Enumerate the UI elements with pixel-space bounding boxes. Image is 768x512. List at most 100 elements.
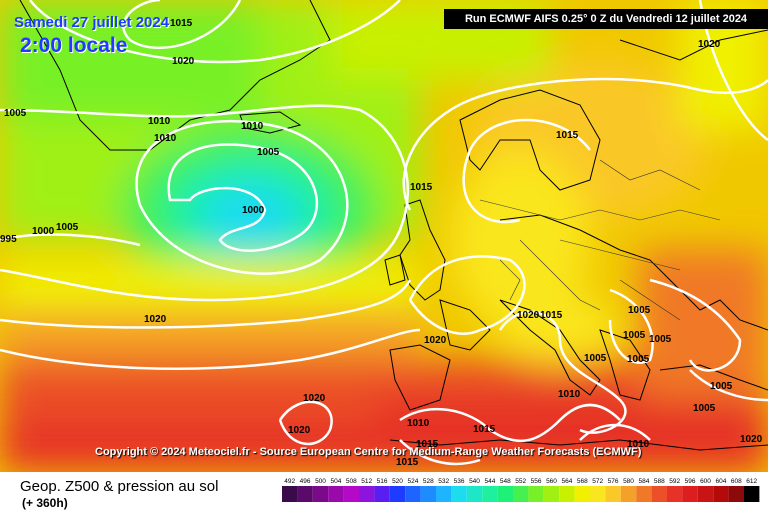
isobar-label: 1015	[170, 18, 193, 29]
legend-tick-label: 588	[654, 478, 665, 485]
legend-swatch	[482, 486, 498, 502]
legend-swatch	[728, 486, 744, 502]
isobar-label: 1020	[698, 39, 721, 50]
isobar-label: 1005	[56, 222, 79, 233]
legend-swatch	[651, 486, 667, 502]
legend-tick-label: 596	[685, 478, 696, 485]
legend-tick-label: 560	[546, 478, 557, 485]
legend-tick-label: 592	[669, 478, 680, 485]
forecast-range: (+ 360h)	[22, 496, 68, 510]
isobar-label: 1015	[416, 439, 439, 450]
isobar-label: 1010	[558, 389, 581, 400]
legend-swatch	[667, 486, 683, 502]
isobar-label: 1010	[154, 133, 177, 144]
run-info: Run ECMWF AIFS 0.25° 0 Z du Vendredi 12 …	[444, 9, 768, 29]
isobar-label: 1000	[32, 226, 55, 237]
legend-swatch	[528, 486, 544, 502]
legend-tick-label: 520	[392, 478, 403, 485]
isobar-label: 1005	[584, 353, 607, 364]
legend-tick-label: 540	[469, 478, 480, 485]
legend-swatch	[636, 486, 652, 502]
legend-tick-label: 612	[746, 478, 757, 485]
legend-tick-label: 600	[700, 478, 711, 485]
isobar-label: 1000	[242, 205, 265, 216]
isobar-label: 1020	[144, 314, 167, 325]
isobar-label: 1010	[241, 121, 264, 132]
isobar-label: 1010	[627, 439, 650, 450]
local-time: 2:00 locale	[20, 34, 128, 57]
isobar-label: 1015	[540, 310, 563, 321]
legend-tick-label: 580	[623, 478, 634, 485]
legend-tick-label: 552	[515, 478, 526, 485]
isobar-label: 1005	[623, 330, 646, 341]
legend-tick-label: 516	[377, 478, 388, 485]
isobar-label: 1020	[303, 393, 326, 404]
color-scale-legend: 492 496 500 504 508 512 516 520 524 528 532 536 540 5…	[282, 478, 760, 502]
map-title: Geop. Z500 & pression au sol	[20, 478, 219, 495]
legend-swatch	[282, 486, 298, 502]
isobar-label: 1005	[257, 147, 280, 158]
legend-tick-label: 496	[300, 478, 311, 485]
forecast-date: Samedi 27 juillet 2024	[14, 14, 170, 31]
isobar-labels: 1015 1020 1005 1010 1010 1010 1005 1000 …	[0, 18, 763, 468]
isobar-label: 1020	[288, 425, 311, 436]
isobar-label: 1015	[396, 457, 419, 468]
isobar-label: 1005	[627, 354, 650, 365]
legend-swatch	[559, 486, 575, 502]
legend-tick-label: 500	[315, 478, 326, 485]
legend-tick-label: 492	[284, 478, 295, 485]
legend-swatch	[590, 486, 606, 502]
isobar-label: 1020	[517, 310, 540, 321]
legend-tick-label: 604	[715, 478, 726, 485]
legend-tick-label: 508	[346, 478, 357, 485]
isobar-label: 1010	[407, 418, 430, 429]
legend-swatch	[328, 486, 344, 502]
legend-tick-label: 576	[608, 478, 619, 485]
isobar-label: 1020	[424, 335, 447, 346]
isobar-label: 995	[0, 234, 17, 245]
legend-tick-label: 568	[577, 478, 588, 485]
legend-swatch	[513, 486, 529, 502]
legend-swatch	[389, 486, 406, 502]
isobar-label: 1020	[172, 56, 195, 67]
isobar-label: 1005	[693, 403, 716, 414]
isobar-label: 1020	[740, 434, 763, 445]
legend-swatch	[697, 486, 714, 502]
legend-swatch	[343, 486, 359, 502]
legend-swatch	[420, 486, 436, 502]
legend-swatch	[682, 486, 698, 502]
isobar-label: 1015	[410, 182, 433, 193]
legend-tick-label: 532	[438, 478, 449, 485]
isobar-label: 1015	[473, 424, 496, 435]
isobar-label: 1005	[4, 108, 27, 119]
legend-swatch	[405, 486, 421, 502]
legend-swatch	[297, 486, 313, 502]
isobar-label: 1010	[148, 116, 171, 127]
country-borders	[479, 159, 721, 321]
legend-swatch	[744, 486, 760, 502]
legend-swatch	[574, 486, 590, 502]
isobar-label: 1005	[710, 381, 733, 392]
legend-swatch	[543, 486, 560, 502]
legend-tick-label: 544	[484, 478, 495, 485]
legend-tick-label: 536	[454, 478, 465, 485]
coastlines	[19, 0, 768, 451]
legend-swatch	[312, 486, 329, 502]
legend-tick-label: 528	[423, 478, 434, 485]
isobar-label: 1005	[649, 334, 672, 345]
forecast-map: 1015 1020 1005 1010 1010 1010 1005 1000 …	[0, 0, 768, 472]
footer-bar: Geop. Z500 & pression au sol (+ 360h) 49…	[0, 472, 768, 512]
legend-tick-label: 524	[407, 478, 418, 485]
legend-tick-label: 556	[531, 478, 542, 485]
legend-tick-label: 564	[561, 478, 572, 485]
isobars	[0, 0, 768, 466]
legend-tick-label: 608	[731, 478, 742, 485]
legend-swatch	[451, 486, 467, 502]
legend-tick-label: 572	[592, 478, 603, 485]
legend-swatch	[436, 486, 452, 502]
legend-swatch	[374, 486, 390, 502]
legend-swatch	[359, 486, 375, 502]
isobar-label: 1015	[556, 130, 579, 141]
legend-tick-label: 584	[638, 478, 649, 485]
copyright-text: Copyright © 2024 Meteociel.fr - Source E…	[95, 446, 642, 458]
